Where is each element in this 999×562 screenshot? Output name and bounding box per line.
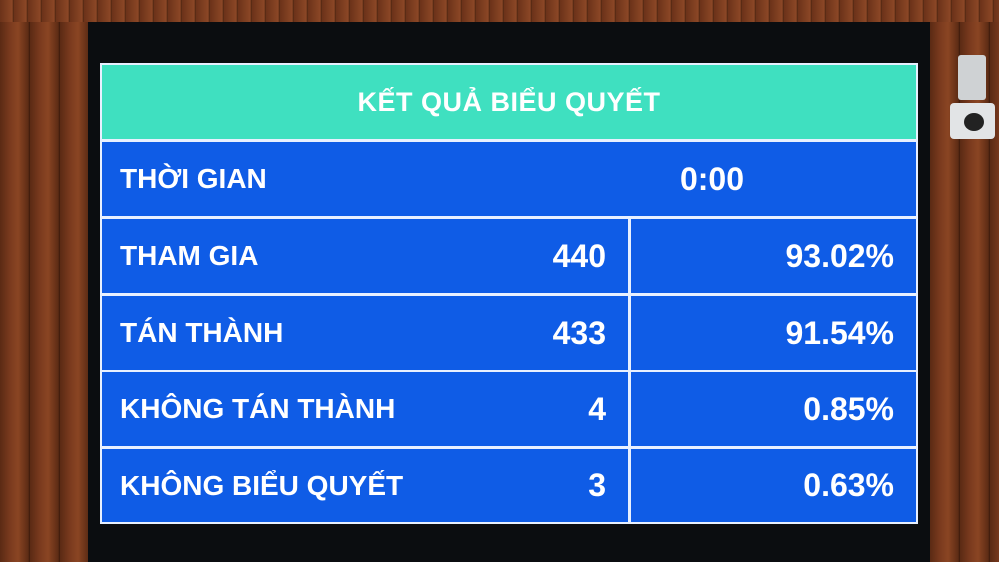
row-label: KHÔNG TÁN THÀNH bbox=[102, 372, 523, 446]
time-label: THỜI GIAN bbox=[102, 142, 523, 216]
row-percent: 0.85% bbox=[631, 372, 916, 446]
row-percent: 0.63% bbox=[631, 449, 916, 522]
row-label: TÁN THÀNH bbox=[102, 296, 523, 370]
row-label: THAM GIA bbox=[102, 219, 523, 293]
row-percent: 91.54% bbox=[631, 296, 916, 370]
wood-paneling-top bbox=[0, 0, 999, 22]
row-label: KHÔNG BIỂU QUYẾT bbox=[102, 449, 523, 522]
row-count: 440 bbox=[508, 219, 628, 293]
vote-results-screen: KẾT QUẢ BIỂU QUYẾT THỜI GIAN 0:00 THAM G… bbox=[100, 63, 918, 524]
row-percent: 93.02% bbox=[631, 219, 916, 293]
row-count: 4 bbox=[508, 372, 628, 446]
row-count: 3 bbox=[508, 449, 628, 522]
results-title: KẾT QUẢ BIỂU QUYẾT bbox=[102, 65, 916, 139]
row-count: 433 bbox=[508, 296, 628, 370]
time-value: 0:00 bbox=[508, 142, 916, 216]
security-camera-icon bbox=[950, 55, 995, 145]
